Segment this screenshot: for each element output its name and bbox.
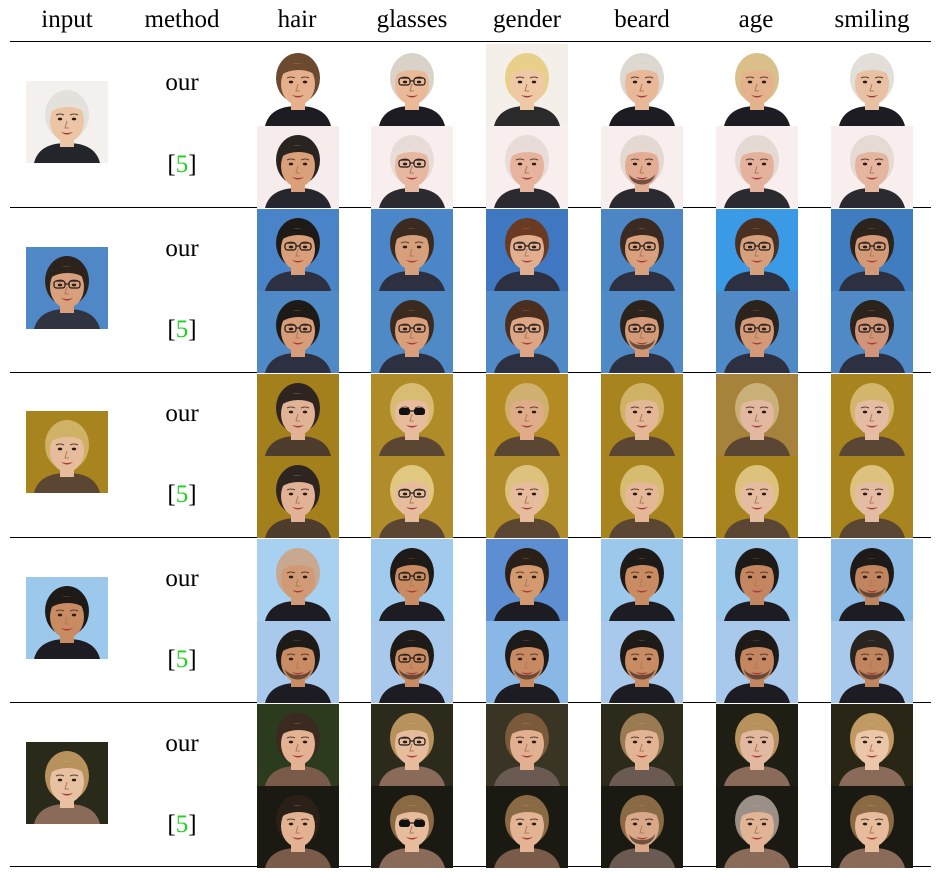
our-beard-face-image [601,374,683,456]
our-beard-face-image [601,44,683,126]
method-citation-ref: [5] [167,646,197,673]
our-glasses-face-image [371,374,453,456]
our-gender-face-image [486,209,568,291]
ref-gender-face-image [486,291,568,373]
ref-hair-face-image [257,786,339,868]
method-label-our: our [165,730,199,757]
our-hair-face-image [257,374,339,456]
ref-gender-face-image [486,126,568,208]
our-gender-face-image [486,374,568,456]
our-smiling-face-image [831,539,913,621]
our-hair-face-image [257,704,339,786]
method-label-our: our [165,400,199,427]
our-hair-face-image [257,539,339,621]
our-age-face-image [716,374,798,456]
column-header-input: input [41,6,93,33]
ref-smiling-face-image [831,456,913,538]
our-smiling-face-image [831,704,913,786]
our-age-face-image [716,209,798,291]
our-gender-face-image [486,539,568,621]
ref-age-face-image [716,621,798,703]
input-face-image [26,411,108,493]
our-age-face-image [716,704,798,786]
ref-age-face-image [716,291,798,373]
our-smiling-face-image [831,44,913,126]
ref-beard-face-image [601,456,683,538]
ref-age-face-image [716,456,798,538]
column-header-smiling: smiling [834,6,910,33]
input-face-image [26,742,108,824]
bottom-rule [10,866,931,867]
ref-hair-face-image [257,621,339,703]
method-label-our: our [165,69,199,96]
header-rule [10,41,931,42]
our-smiling-face-image [831,209,913,291]
ref-hair-face-image [257,291,339,373]
our-beard-face-image [601,704,683,786]
method-label-our: our [165,565,199,592]
ref-glasses-face-image [371,291,453,373]
our-beard-face-image [601,539,683,621]
ref-gender-face-image [486,621,568,703]
ref-glasses-face-image [371,126,453,208]
group-separator-rule [10,207,931,208]
our-beard-face-image [601,209,683,291]
input-face-image [26,247,108,329]
our-age-face-image [716,539,798,621]
column-header-age: age [738,6,774,33]
method-citation-ref: [5] [167,811,197,838]
ref-glasses-face-image [371,456,453,538]
group-separator-rule [10,537,931,538]
our-glasses-face-image [371,539,453,621]
column-header-method: method [144,6,220,33]
our-hair-face-image [257,209,339,291]
our-gender-face-image [486,44,568,126]
column-header-glasses: glasses [376,6,448,33]
our-glasses-face-image [371,44,453,126]
ref-beard-face-image [601,291,683,373]
column-header-beard: beard [614,6,670,33]
ref-beard-face-image [601,126,683,208]
our-age-face-image [716,44,798,126]
column-header-gender: gender [492,6,562,33]
method-label-our: our [165,235,199,262]
ref-smiling-face-image [831,291,913,373]
ref-smiling-face-image [831,786,913,868]
ref-gender-face-image [486,456,568,538]
ref-smiling-face-image [831,126,913,208]
ref-hair-face-image [257,456,339,538]
ref-glasses-face-image [371,786,453,868]
ref-beard-face-image [601,786,683,868]
ref-glasses-face-image [371,621,453,703]
input-face-image [26,577,108,659]
our-gender-face-image [486,704,568,786]
our-glasses-face-image [371,209,453,291]
ref-beard-face-image [601,621,683,703]
ref-hair-face-image [257,126,339,208]
our-glasses-face-image [371,704,453,786]
ref-smiling-face-image [831,621,913,703]
method-citation-ref: [5] [167,151,197,178]
ref-gender-face-image [486,786,568,868]
ref-age-face-image [716,126,798,208]
group-separator-rule [10,702,931,703]
our-smiling-face-image [831,374,913,456]
method-citation-ref: [5] [167,316,197,343]
our-hair-face-image [257,44,339,126]
group-separator-rule [10,372,931,373]
method-citation-ref: [5] [167,481,197,508]
input-face-image [26,81,108,163]
ref-age-face-image [716,786,798,868]
column-header-hair: hair [277,6,317,33]
